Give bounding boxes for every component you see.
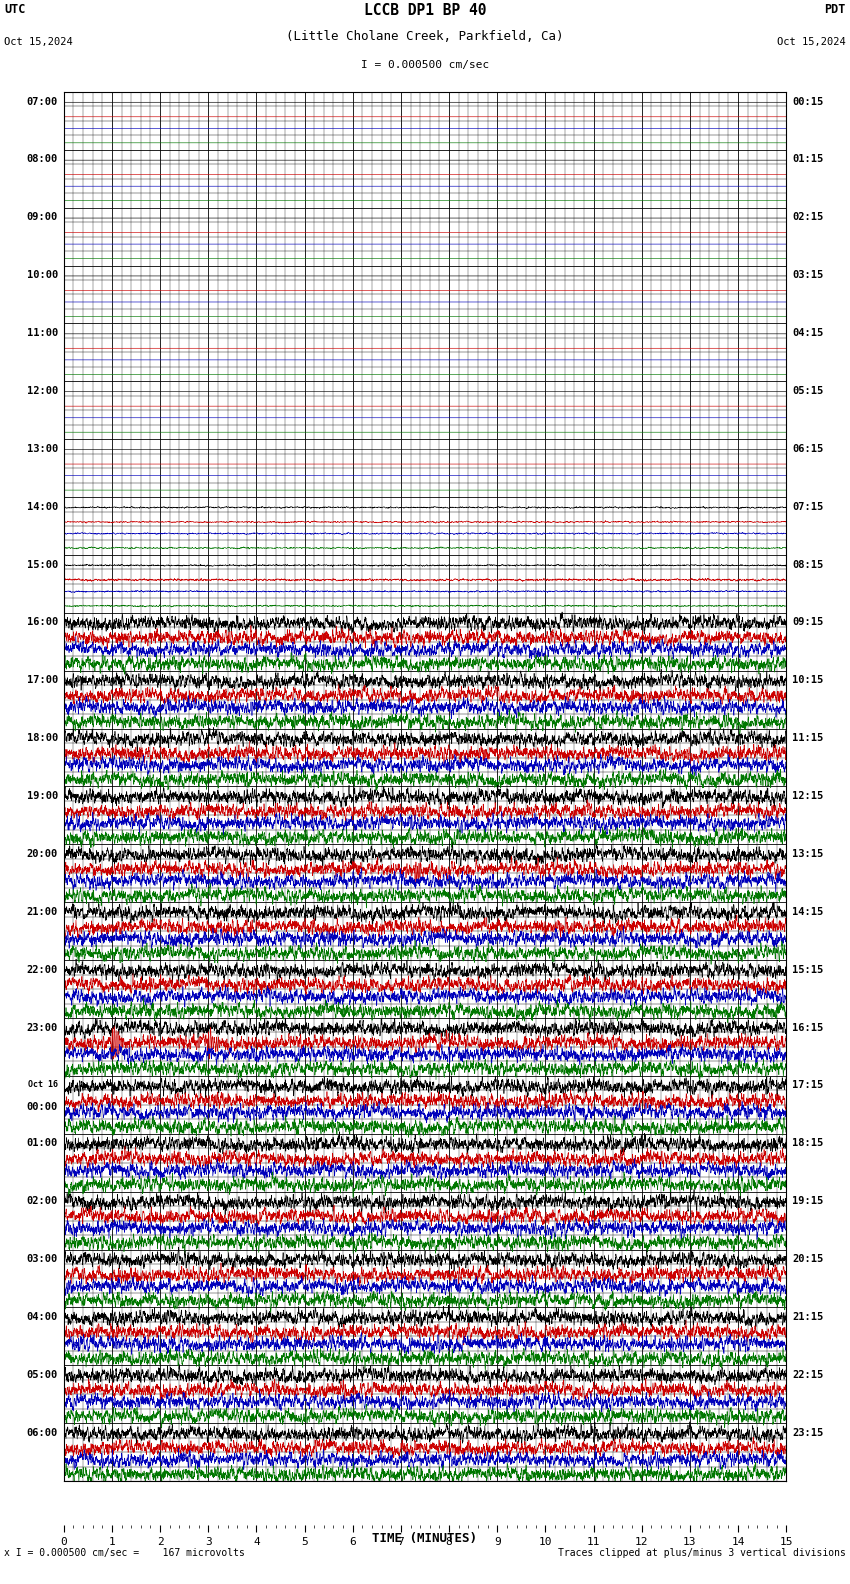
Text: 19:15: 19:15 [792,1196,824,1207]
Text: 06:15: 06:15 [792,444,824,453]
Text: 10:15: 10:15 [792,675,824,686]
Text: Traces clipped at plus/minus 3 vertical divisions: Traces clipped at plus/minus 3 vertical … [558,1549,846,1559]
Text: 15:00: 15:00 [26,559,58,570]
Text: 08:15: 08:15 [792,559,824,570]
Text: PDT: PDT [824,3,846,16]
Text: 03:15: 03:15 [792,271,824,280]
Text: 04:00: 04:00 [26,1312,58,1323]
Text: 12:00: 12:00 [26,386,58,396]
Text: 00:00: 00:00 [26,1102,58,1112]
Text: 13:00: 13:00 [26,444,58,453]
Text: 17:00: 17:00 [26,675,58,686]
Text: UTC: UTC [4,3,26,16]
Text: (Little Cholane Creek, Parkfield, Ca): (Little Cholane Creek, Parkfield, Ca) [286,30,564,43]
Text: 06:00: 06:00 [26,1427,58,1438]
Text: 21:00: 21:00 [26,908,58,917]
Text: 09:15: 09:15 [792,618,824,627]
Text: 10:00: 10:00 [26,271,58,280]
Text: 01:00: 01:00 [26,1139,58,1148]
Text: 15:15: 15:15 [792,965,824,974]
Text: Oct 15,2024: Oct 15,2024 [4,36,73,48]
Text: 05:15: 05:15 [792,386,824,396]
Text: 18:00: 18:00 [26,733,58,743]
Text: TIME (MINUTES): TIME (MINUTES) [372,1532,478,1546]
Text: 02:00: 02:00 [26,1196,58,1207]
Text: 17:15: 17:15 [792,1080,824,1090]
Text: LCCB DP1 BP 40: LCCB DP1 BP 40 [364,3,486,17]
Text: x I = 0.000500 cm/sec =    167 microvolts: x I = 0.000500 cm/sec = 167 microvolts [4,1549,245,1559]
Text: 09:00: 09:00 [26,212,58,222]
Text: 01:15: 01:15 [792,154,824,165]
Text: Oct 16: Oct 16 [28,1080,58,1090]
Text: 23:00: 23:00 [26,1023,58,1033]
Text: 05:00: 05:00 [26,1370,58,1380]
Text: 13:15: 13:15 [792,849,824,859]
Text: 22:00: 22:00 [26,965,58,974]
Text: 21:15: 21:15 [792,1312,824,1323]
Text: 14:00: 14:00 [26,502,58,512]
Text: 08:00: 08:00 [26,154,58,165]
Text: 03:00: 03:00 [26,1255,58,1264]
Text: 18:15: 18:15 [792,1139,824,1148]
Text: 23:15: 23:15 [792,1427,824,1438]
Text: 16:00: 16:00 [26,618,58,627]
Text: 07:15: 07:15 [792,502,824,512]
Text: 00:15: 00:15 [792,97,824,106]
Text: 11:00: 11:00 [26,328,58,337]
Text: 20:15: 20:15 [792,1255,824,1264]
Text: 22:15: 22:15 [792,1370,824,1380]
Text: 07:00: 07:00 [26,97,58,106]
Text: 14:15: 14:15 [792,908,824,917]
Text: 16:15: 16:15 [792,1023,824,1033]
Text: 02:15: 02:15 [792,212,824,222]
Text: I = 0.000500 cm/sec: I = 0.000500 cm/sec [361,60,489,70]
Text: 19:00: 19:00 [26,790,58,802]
Text: 12:15: 12:15 [792,790,824,802]
Text: 11:15: 11:15 [792,733,824,743]
Text: 04:15: 04:15 [792,328,824,337]
Text: Oct 15,2024: Oct 15,2024 [777,36,846,48]
Text: 20:00: 20:00 [26,849,58,859]
